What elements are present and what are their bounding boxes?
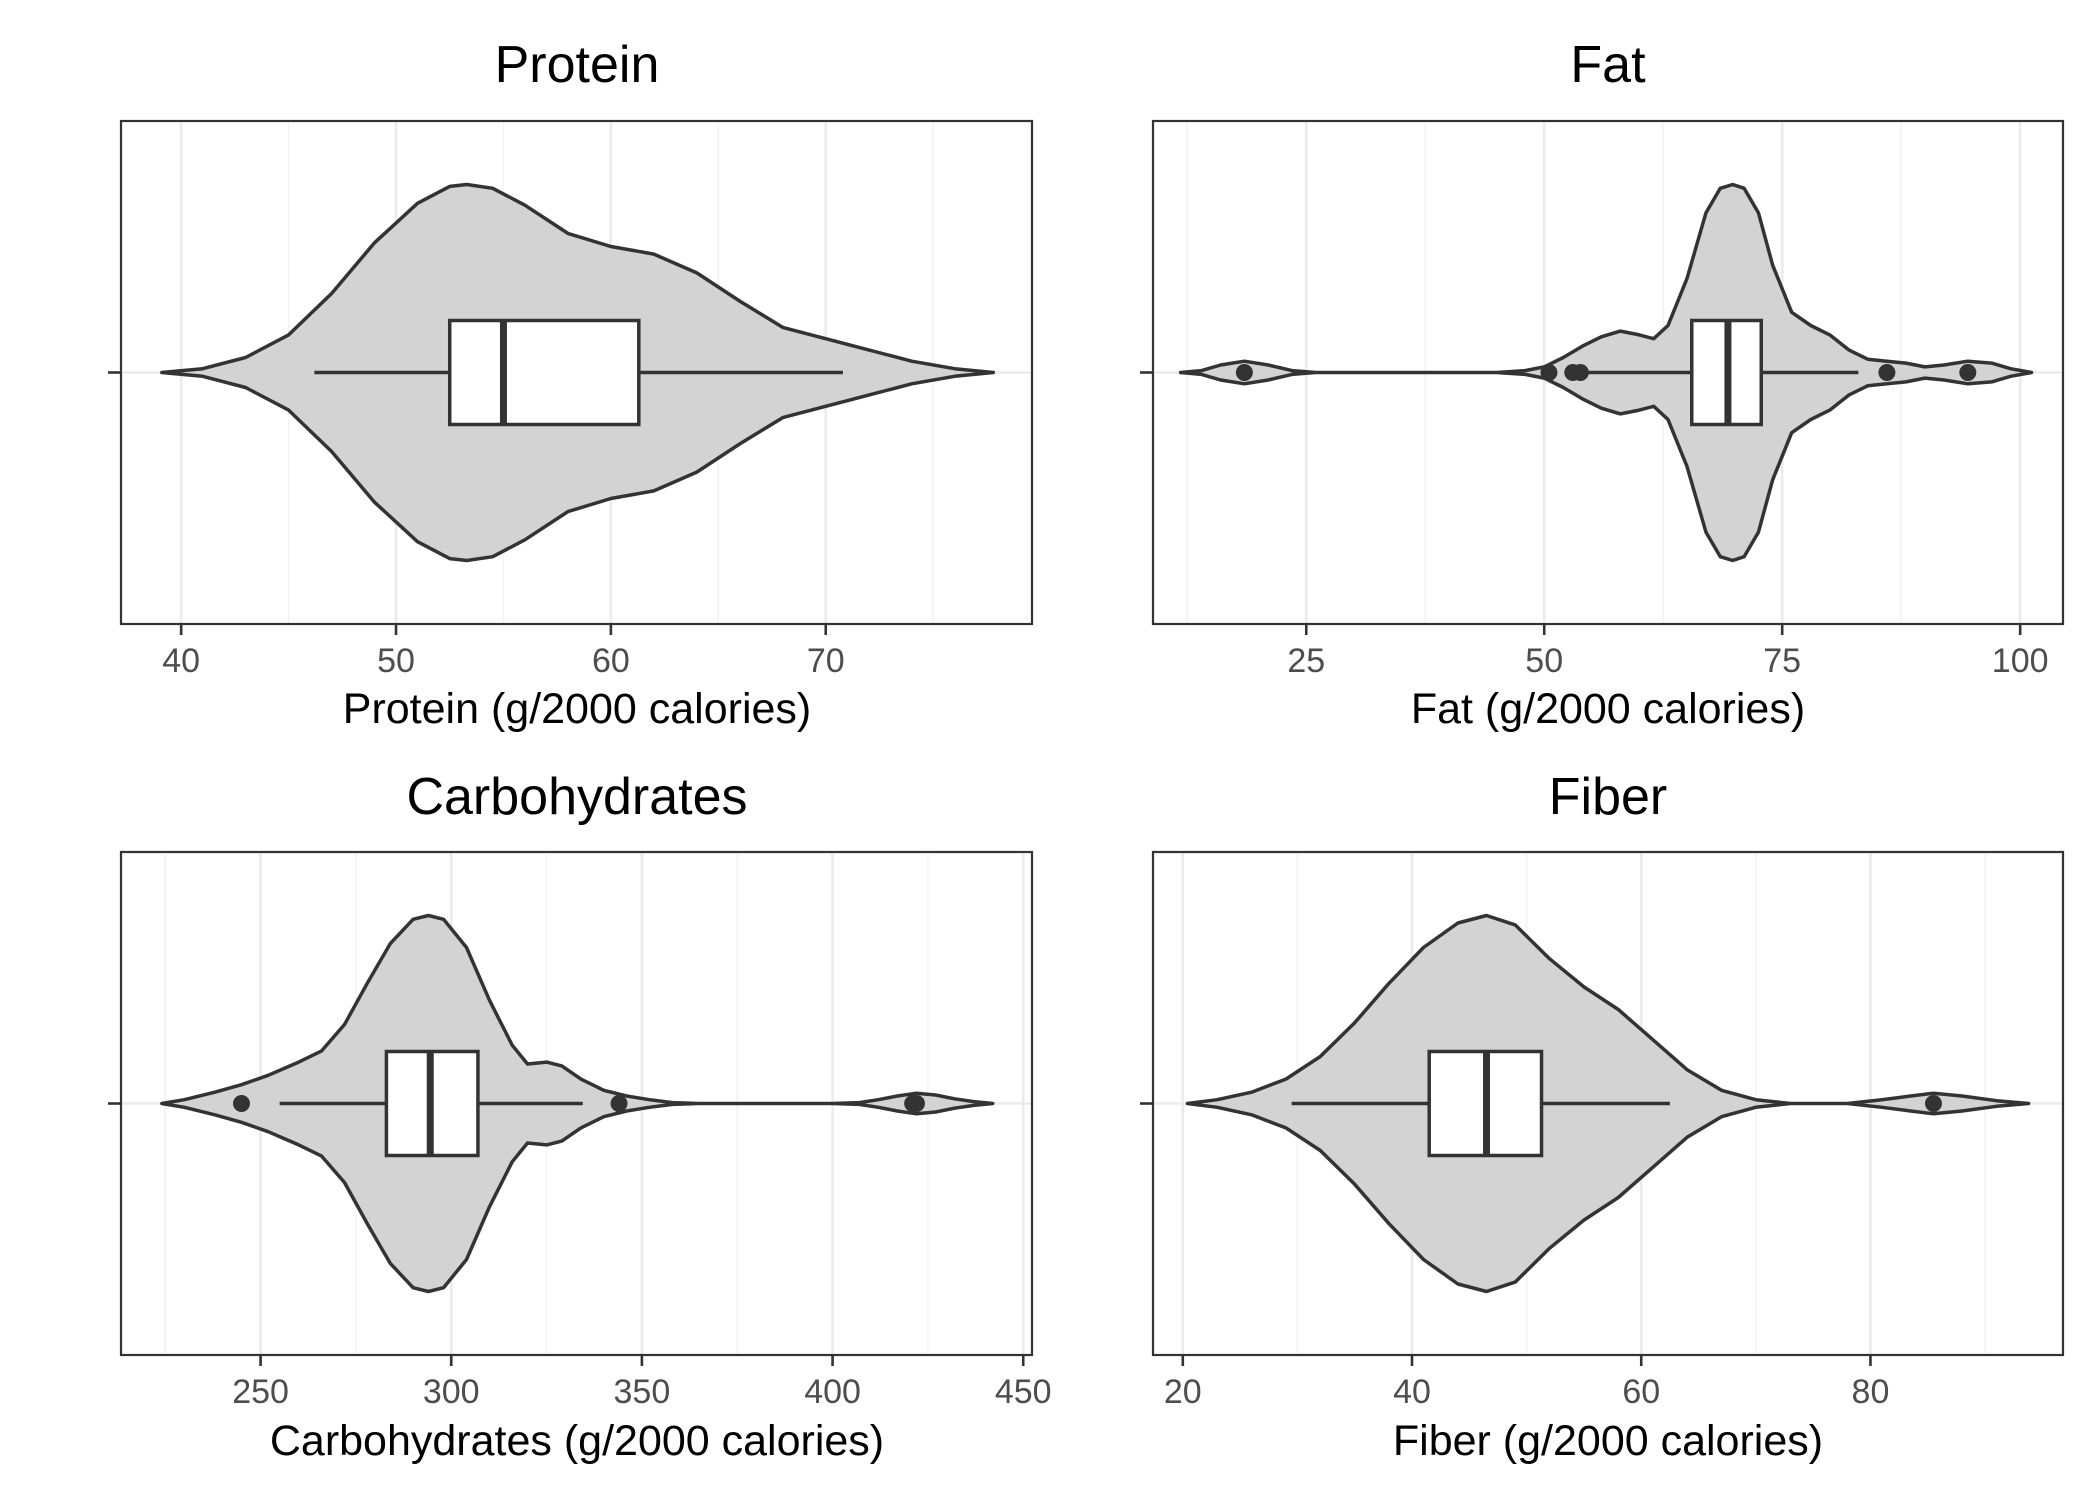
box-iqr — [447, 318, 641, 427]
panel-fat: Fat 25 50 75 100 Fat (g/2000 calories) — [1140, 36, 2065, 733]
outlier-point — [1571, 364, 1589, 381]
panel-title: Fiber — [1549, 768, 1667, 826]
panel-carbohydrates: Carbohydrates 250 300 350 400 450 Carbohydra… — [108, 768, 1052, 1465]
x-tick-label: 75 — [1763, 642, 1801, 680]
panel-title: Protein — [495, 36, 660, 94]
x-axis-ticks: 20 40 60 80 — [1140, 1102, 1890, 1411]
x-tick-label: 100 — [1992, 642, 2049, 680]
x-tick-label: 20 — [1164, 1373, 1202, 1411]
x-tick-label: 70 — [807, 642, 845, 680]
outlier-point — [1540, 364, 1558, 381]
x-tick-label: 80 — [1852, 1373, 1890, 1411]
x-tick-label: 250 — [232, 1373, 289, 1411]
x-tick-label: 40 — [1393, 1373, 1431, 1411]
x-tick-label: 40 — [162, 642, 200, 680]
outlier-point — [1959, 364, 1977, 381]
violin-marks — [160, 182, 996, 563]
x-tick-label: 60 — [1622, 1373, 1660, 1411]
outlier-point — [1878, 364, 1896, 381]
x-tick-label: 50 — [377, 642, 415, 680]
x-axis-title: Fat (g/2000 calories) — [1411, 685, 1805, 733]
outlier-point — [1235, 364, 1253, 381]
outlier-point — [610, 1095, 628, 1112]
x-tick-label: 400 — [804, 1373, 861, 1411]
x-axis-ticks: 250 300 350 400 450 — [108, 1102, 1052, 1411]
x-tick-label: 300 — [423, 1373, 480, 1411]
x-tick-label: 350 — [614, 1373, 671, 1411]
violin-marks — [1178, 182, 2034, 563]
panel-protein: Protein 40 50 60 70 Protein (g/2000 calorie… — [108, 36, 1034, 733]
x-axis-title: Protein (g/2000 calories) — [343, 685, 811, 733]
x-tick-label: 60 — [592, 642, 630, 680]
x-tick-label: 50 — [1525, 642, 1563, 680]
violin-marks — [160, 913, 995, 1294]
x-axis-title: Carbohydrates (g/2000 calories) — [270, 1417, 884, 1465]
panel-fiber: Fiber 20 40 60 80 Fiber (g/2000 calories) — [1140, 768, 2065, 1465]
x-tick-label: 450 — [995, 1373, 1052, 1411]
outlier-point — [1924, 1095, 1942, 1112]
outlier-point — [233, 1095, 251, 1112]
x-axis-title: Fiber (g/2000 calories) — [1393, 1417, 1823, 1465]
outlier-point — [907, 1095, 925, 1112]
violin-marks — [1185, 913, 2031, 1294]
x-axis-ticks: 25 50 75 100 — [1140, 371, 2049, 680]
x-axis-ticks: 40 50 60 70 — [108, 371, 845, 680]
panel-title: Fat — [1570, 36, 1646, 94]
panel-title: Carbohydrates — [406, 768, 747, 826]
x-tick-label: 25 — [1287, 642, 1325, 680]
